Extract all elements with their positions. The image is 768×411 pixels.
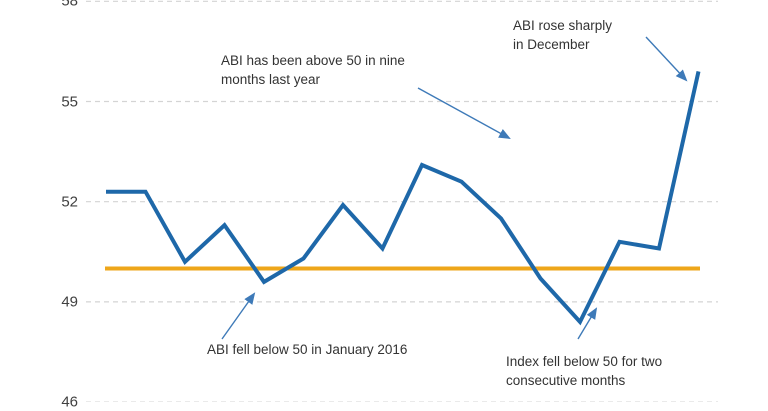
- annotation-arrow-fell-below-january-2016: [221, 292, 256, 340]
- annotation-rose-sharply-december: ABI rose sharply in December: [513, 16, 612, 54]
- y-axis-tick-label-55: 55: [61, 93, 78, 110]
- annotation-text-line: ABI fell below 50 in January 2016: [207, 342, 408, 357]
- y-axis-tick-label-52: 52: [61, 193, 78, 211]
- annotation-below-50-two-months: Index fell below 50 for two consecutive …: [506, 352, 662, 390]
- annotation-text-line: consecutive months: [506, 373, 626, 388]
- annotation-text-line: ABI rose sharply: [513, 18, 613, 33]
- annotation-arrow-below-50-two-months: [577, 307, 598, 340]
- plot-canvas: [86, 0, 718, 402]
- annotation-text-line: Index fell below 50 for two: [506, 354, 663, 369]
- abi-line-chart: 58 55 52 49 46 ABI has been above 50 in …: [61, 0, 718, 411]
- abi-series-line: [106, 70, 701, 326]
- y-axis-tick-label-49: 49: [61, 293, 78, 311]
- y-axis-tick-label-46: 46: [61, 393, 78, 411]
- y-axis-tick-label-58: 58: [61, 0, 78, 10]
- annotation-text-line: months last year: [221, 72, 321, 87]
- annotation-text-line: ABI has been above 50 in nine: [221, 53, 405, 68]
- annotation-arrow-above-50-nine-months: [417, 87, 511, 140]
- annotation-arrow-rose-sharply-december: [645, 36, 688, 82]
- annotation-text-line: in December: [513, 37, 590, 52]
- annotation-fell-below-january-2016: ABI fell below 50 in January 2016: [207, 340, 407, 359]
- annotation-above-50-nine-months: ABI has been above 50 in nine months las…: [221, 51, 405, 89]
